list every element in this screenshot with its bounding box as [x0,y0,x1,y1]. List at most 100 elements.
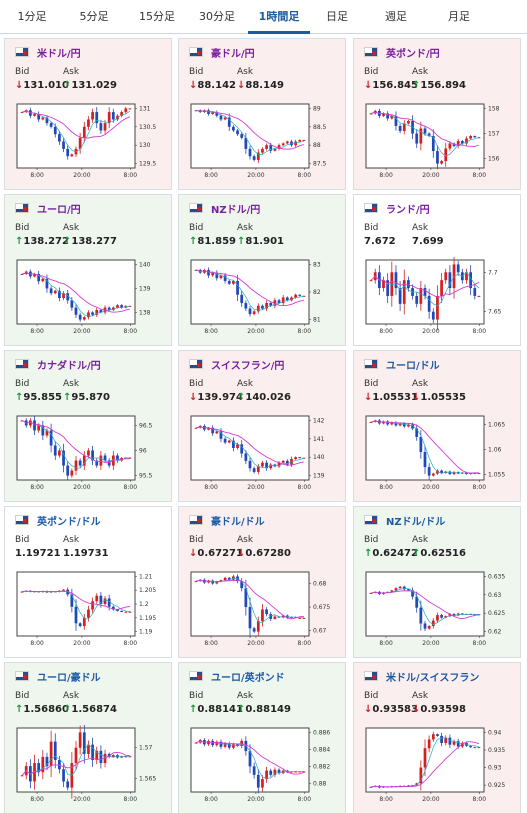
arrow-up-icon: ↑ [237,704,246,715]
rate-card[interactable]: 英ポンド/ドル Bid Ask 1.19721 1.19731 1.21 1.205 1.2 1… [4,506,172,658]
currency-pair-link[interactable]: 豪ドル/ドル [211,517,265,528]
currency-pair-link[interactable]: 豪ドル/円 [211,49,255,60]
y-tick-label: 0.68 [313,580,327,587]
flag-part [16,204,23,209]
currency-pair-link[interactable]: スイスフラン/円 [211,361,285,372]
currency-pair-link[interactable]: ユーロ/円 [37,205,81,216]
ask-price: 1.05535 [420,392,466,403]
ask-label: Ask [237,67,254,77]
candle-body [107,112,111,124]
slow-ma-line [370,275,480,298]
tab-3[interactable]: 30分足 [199,10,235,23]
ask-price: 0.62516 [420,548,466,559]
currency-pair-link[interactable]: ユーロ/ドル [386,361,440,372]
rate-card[interactable]: 英ポンド/円 Bid Ask ↓156.845 ↑156.894 158 157 156 8:0… [353,38,521,190]
x-tick-label: 8:00 [379,328,393,335]
candle-body [215,272,219,279]
y-tick-label: 0.635 [488,573,505,580]
bid-value-row: ↑0.62472 [364,548,418,559]
candle-body [87,744,90,754]
currency-pair-link[interactable]: 米ドル/円 [37,49,81,60]
tab-4[interactable]: 1時間足 [248,0,310,34]
fast-ma-line [21,272,130,317]
currency-pair-link[interactable]: 米ドル/スイスフラン [386,673,480,684]
tab-2[interactable]: 15分足 [139,10,175,23]
candle-body [232,744,235,748]
x-tick-label: 20:00 [73,328,90,335]
bid-value-row: ↓1.05531 [364,392,418,403]
rate-card[interactable]: 豪ドル/円 Bid Ask ↓88.142 ↓88.149 89 88.5 88 87.5 8:0… [178,38,346,190]
tab-7[interactable]: 月足 [448,10,470,23]
candle-body [265,609,268,615]
y-tick-label: 82 [313,289,321,296]
candle-body [124,611,128,613]
currency-pair-link[interactable]: ランド/円 [386,205,430,216]
candle-body [244,453,248,461]
flag-part [190,204,197,209]
rate-card[interactable]: ランド/円 Bid Ask 7.672 7.699 7.7 7.65 8:00 20:00 8:0… [353,194,521,346]
tab-1[interactable]: 5分足 [79,10,109,23]
candle-body [448,272,452,289]
currency-pair-link[interactable]: ユーロ/豪ドル [37,673,101,684]
candle-body [431,473,435,476]
bid-label: Bid [15,691,30,701]
ask-value-row: ↑0.88149 [237,704,291,715]
y-tick-label: 158 [488,105,500,112]
candle-body [215,112,219,116]
bid-label: Bid [189,691,204,701]
currency-pair-link[interactable]: NZドル/円 [211,205,261,216]
candle-body [53,741,57,760]
tab-0[interactable]: 1分足 [17,10,47,23]
ask-value-row: ↑138.277 [63,236,117,247]
slow-ma-line [195,109,305,150]
candle-body [477,295,481,297]
tab-5[interactable]: 日足 [326,10,348,23]
currency-pair-link[interactable]: ユーロ/英ポンド [211,673,285,684]
rate-card[interactable]: 豪ドル/ドル Bid Ask ↓0.67271 ↓0.67280 0.68 0.675 0.6… [178,506,346,658]
candle-body [82,732,86,754]
candle-body [448,143,452,149]
rate-card[interactable]: ユーロ/英ポンド Bid Ask ↑0.88141 ↑0.88149 0.886 0.884… [178,662,346,813]
flag-part [23,51,27,55]
y-tick-label: 130.5 [139,124,156,131]
candle-body [207,110,210,114]
candle-body [294,141,297,146]
candle-body [440,735,443,743]
candle-body [95,309,99,315]
currency-pair-link[interactable]: 英ポンド/ドル [37,517,101,528]
candle-body [452,613,456,616]
currency-pair-link[interactable]: 英ポンド/円 [386,49,440,60]
bid-value-row: ↓0.93583 [364,704,418,715]
bid-price: 7.672 [364,236,396,247]
currency-pair-link[interactable]: カナダドル/円 [37,361,101,372]
flag-part [372,363,376,367]
candle-body [248,607,252,629]
y-tick-label: 0.882 [313,763,330,770]
rate-card[interactable]: カナダドル/円 Bid Ask ↑95.855 ↑95.870 96.5 96 95.5 8:0… [4,350,172,502]
candle-body [269,614,273,619]
rate-card[interactable]: ユーロ/豪ドル Bid Ask ↑1.56860 ↑1.56874 1.57 1.565 8:… [4,662,172,813]
candle-body [53,126,57,135]
rate-card[interactable]: 米ドル/スイスフラン Bid Ask ↓0.93583 ↓0.93598 0.94 0.93… [353,662,521,813]
rate-card[interactable]: ユーロ/円 Bid Ask ↑138.272 ↑138.277 140 139 138 8:00… [4,194,172,346]
rate-card[interactable]: NZドル/円 Bid Ask ↑81.859 ↑81.901 83 82 81 8:00 20:0… [178,194,346,346]
bid-value-row: 1.19721 [15,548,61,559]
slow-ma-line [21,751,130,776]
candle-body [120,305,123,308]
candle-body [99,750,103,764]
candle-body [273,616,277,619]
candle-body [111,606,115,610]
y-tick-label: 0.62 [488,629,502,636]
tab-6[interactable]: 週足 [385,10,407,23]
rate-card[interactable]: 米ドル/円 Bid Ask ↓131.010 ↑131.029 131 130.5 130 12… [4,38,172,190]
currency-pair-link[interactable]: NZドル/ドル [386,517,446,528]
candle-body [256,621,260,632]
x-tick-label: 20:00 [422,796,439,803]
rate-card[interactable]: スイスフラン/円 Bid Ask ↓139.974 ↑140.026 142 141 140 1… [178,350,346,502]
rate-card[interactable]: ユーロ/ドル Bid Ask ↓1.05531 ↓1.05535 1.065 1.06 1.0… [353,350,521,502]
flag-part [372,207,376,211]
rate-card[interactable]: NZドル/ドル Bid Ask ↑0.62472 ↑0.62516 0.635 0.63 0.… [353,506,521,658]
x-tick-label: 8:00 [30,484,44,491]
